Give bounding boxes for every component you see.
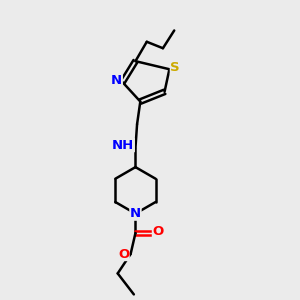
Text: O: O <box>118 248 129 260</box>
Text: N: N <box>111 74 122 87</box>
Text: N: N <box>130 207 141 220</box>
Text: NH: NH <box>112 139 134 152</box>
Text: S: S <box>170 61 180 74</box>
Text: O: O <box>152 225 164 238</box>
